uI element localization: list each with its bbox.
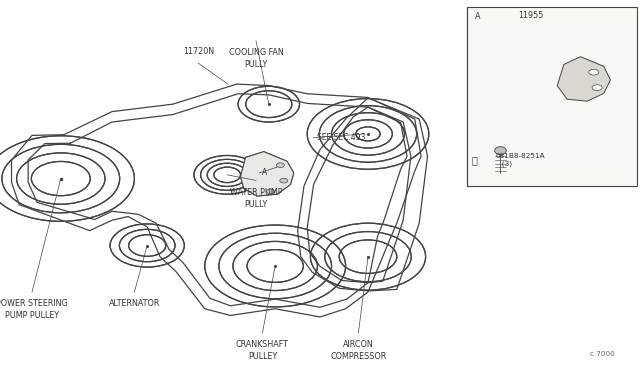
- Circle shape: [276, 163, 284, 167]
- Text: Ⓑ: Ⓑ: [472, 155, 478, 165]
- Circle shape: [589, 69, 599, 75]
- Text: 11955: 11955: [518, 11, 544, 20]
- Text: CRANKSHAFT
PULLEY: CRANKSHAFT PULLEY: [236, 340, 289, 361]
- Circle shape: [266, 189, 275, 193]
- Text: 11720N: 11720N: [183, 47, 214, 56]
- Polygon shape: [557, 57, 611, 101]
- Text: COOLING FAN
PULLY: COOLING FAN PULLY: [228, 48, 284, 69]
- Text: c 7000: c 7000: [589, 351, 614, 357]
- Text: A: A: [475, 12, 481, 21]
- Circle shape: [276, 163, 284, 167]
- Text: 081B8-8251A
   (3): 081B8-8251A (3): [495, 153, 545, 167]
- Polygon shape: [241, 152, 294, 196]
- Circle shape: [280, 178, 288, 183]
- FancyBboxPatch shape: [467, 7, 637, 186]
- Circle shape: [266, 189, 275, 193]
- Ellipse shape: [495, 147, 506, 155]
- Text: AIRCON
COMPRESSOR: AIRCON COMPRESSOR: [330, 340, 387, 361]
- Text: WATER PUMP
PULLY: WATER PUMP PULLY: [230, 188, 282, 209]
- Text: A: A: [262, 169, 268, 177]
- Polygon shape: [241, 152, 294, 196]
- Circle shape: [592, 85, 602, 90]
- Text: SEE SEC.493: SEE SEC.493: [317, 133, 365, 142]
- Circle shape: [280, 178, 288, 183]
- Text: ALTERNATOR: ALTERNATOR: [109, 299, 160, 308]
- Text: POWER STEERING
PUMP PULLEY: POWER STEERING PUMP PULLEY: [0, 299, 68, 320]
